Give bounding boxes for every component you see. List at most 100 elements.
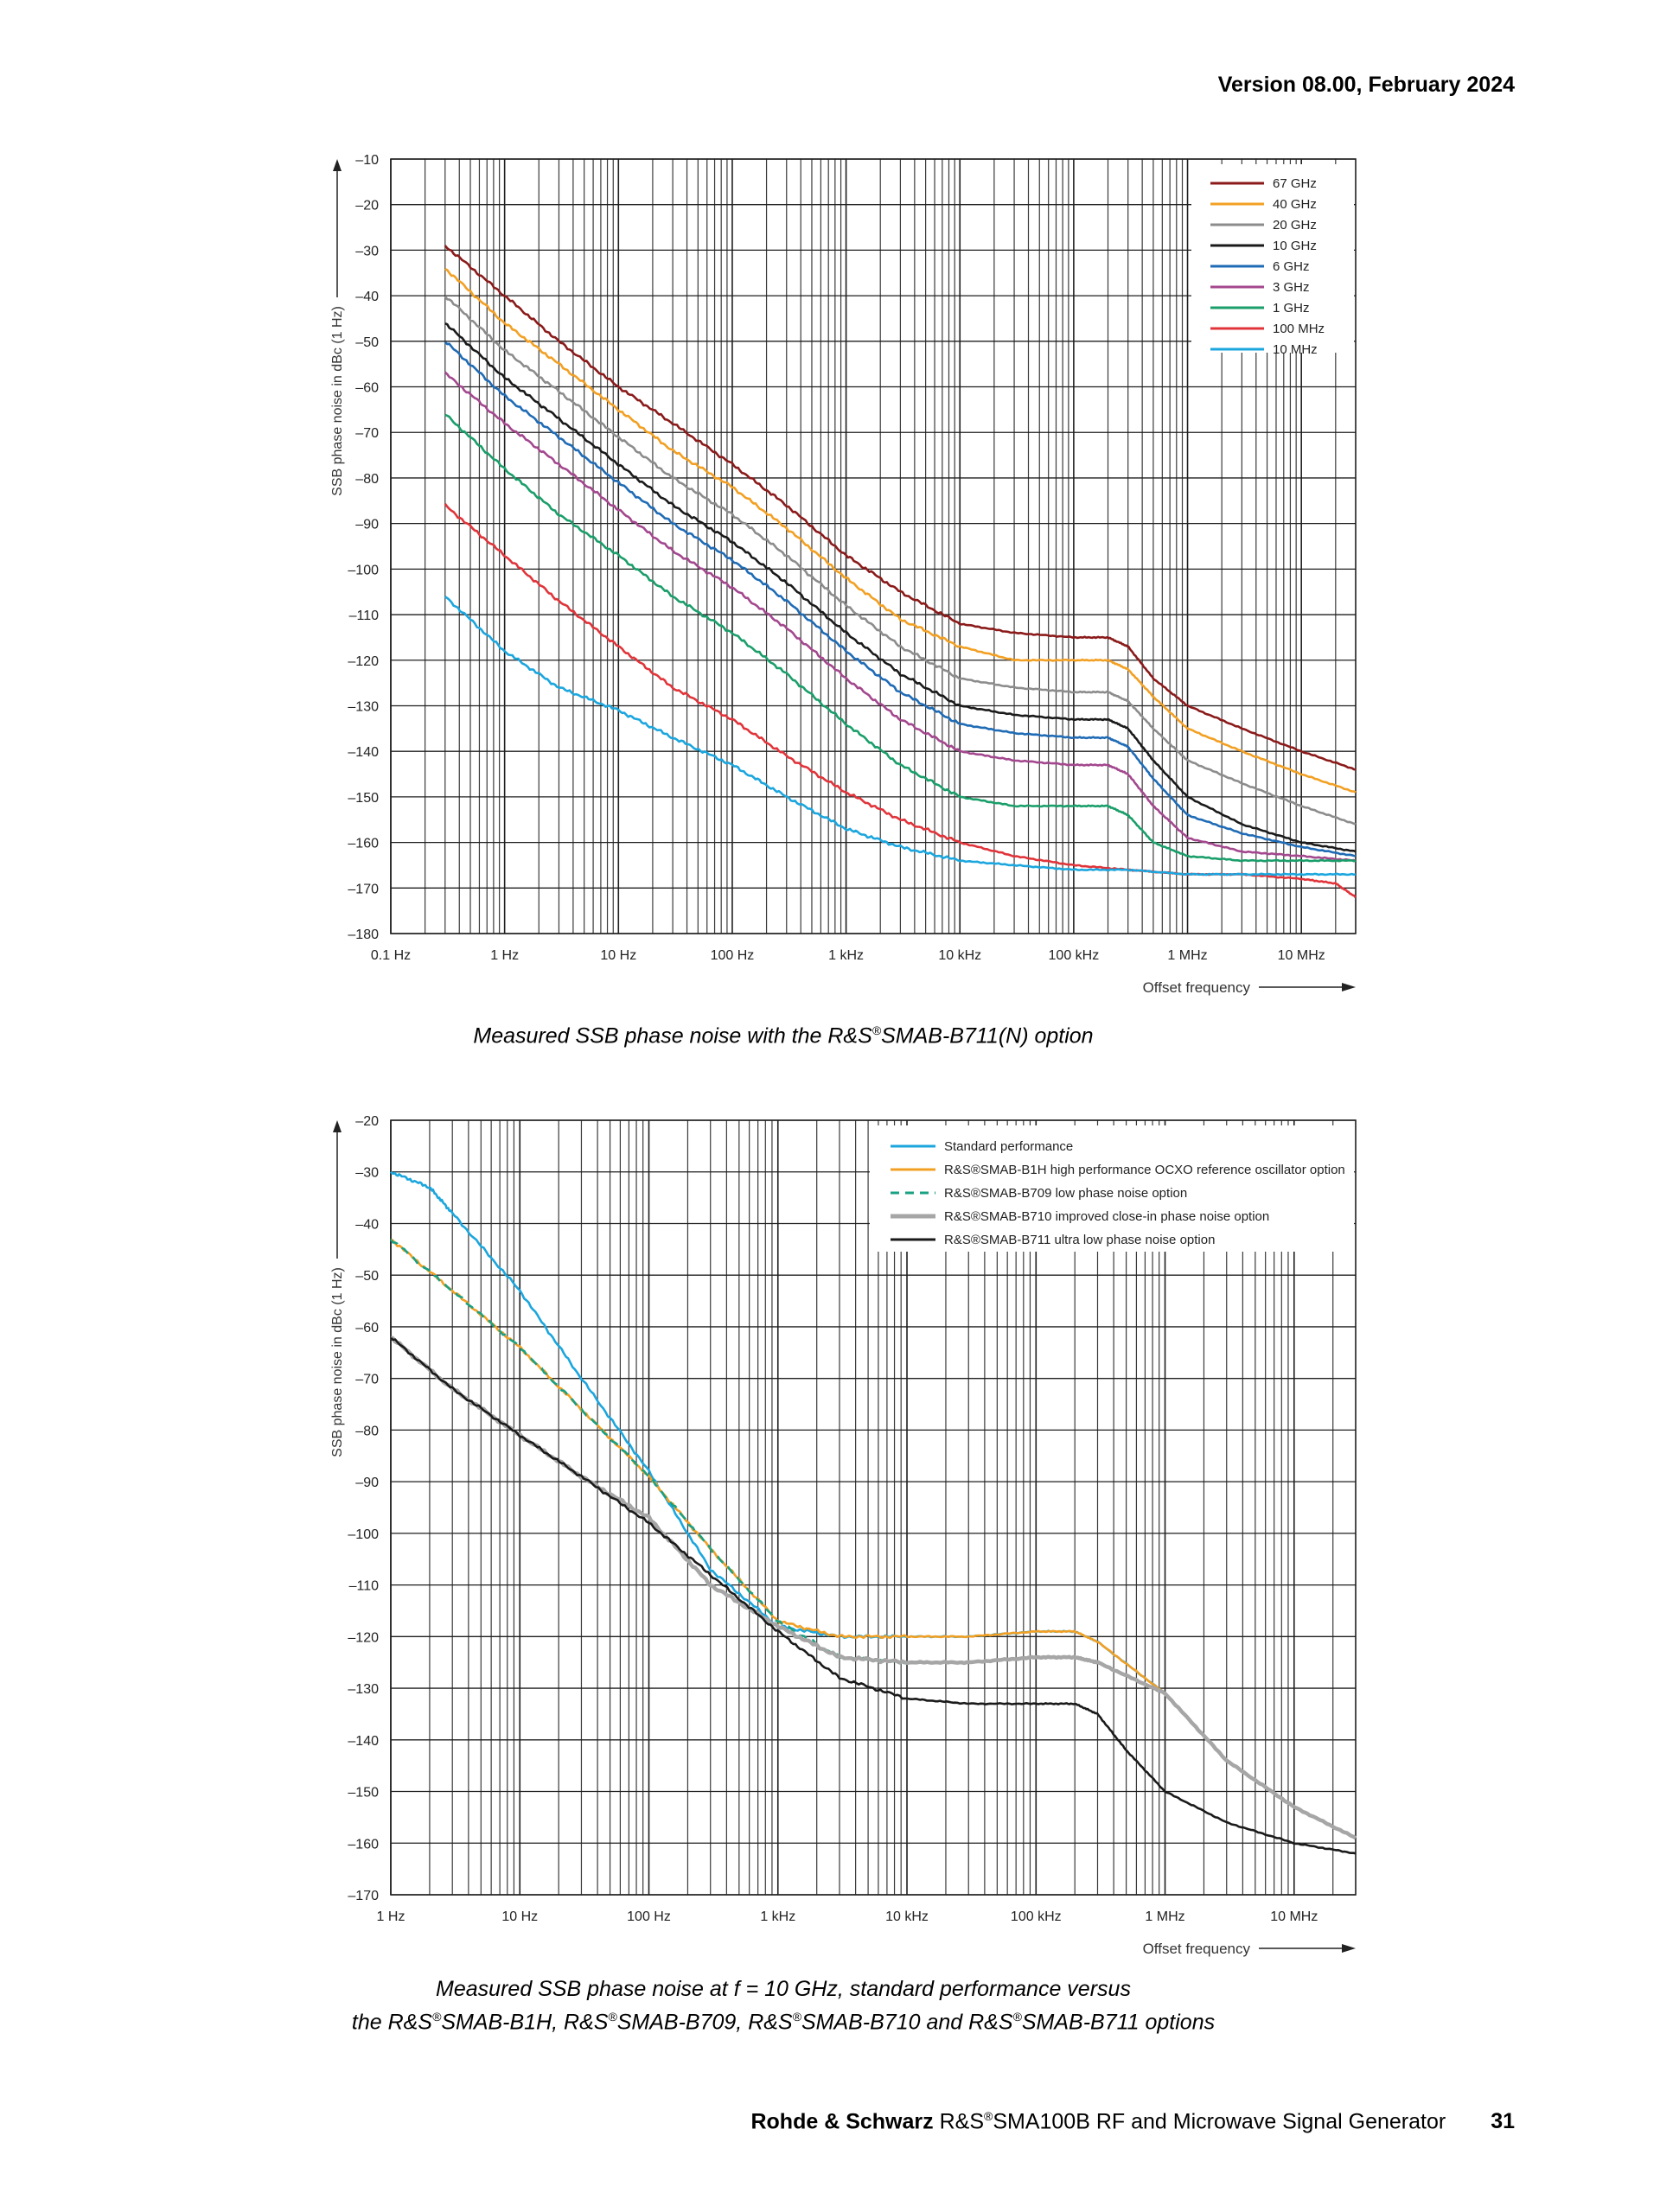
c1-ytick-label: –130 <box>348 699 379 714</box>
c1-xtick-label: 100 Hz <box>711 948 755 963</box>
c1-xtick-label: 10 kHz <box>938 948 981 963</box>
c2-ytick-label: –80 <box>355 1424 379 1438</box>
caption-1-reg: ® <box>872 1023 882 1037</box>
c2-ytick-label: –30 <box>355 1166 379 1181</box>
c1-ytick-label: –60 <box>355 381 379 396</box>
c2-legend-label: R&S®SMAB-B711 ultra low phase noise opti… <box>944 1233 1215 1247</box>
c1-xtick-label: 1 MHz <box>1167 948 1207 963</box>
c2-ytick-label: –40 <box>355 1217 379 1232</box>
page-number: 31 <box>1491 2109 1515 2134</box>
c2-series-line <box>390 1170 1357 1839</box>
c2-ytick-label: –150 <box>348 1786 379 1801</box>
c1-legend-label: 20 GHz <box>1273 218 1317 233</box>
c2-series-line <box>390 1238 1357 1839</box>
c1-ytick-label: –30 <box>355 244 379 258</box>
c2-legend-label: Standard performance <box>944 1139 1073 1154</box>
c1-legend-label: 100 MHz <box>1273 322 1325 336</box>
c2-xtick-label: 1 MHz <box>1145 1909 1184 1924</box>
c2-ytick-label: –140 <box>348 1734 379 1749</box>
caption-2-reg-3: ® <box>792 2010 801 2024</box>
c2-series-line <box>390 1336 1357 1855</box>
c2-ytick-label: –70 <box>355 1373 379 1387</box>
c2-ytick-label: –60 <box>355 1321 379 1335</box>
c1-series-line <box>444 371 1357 862</box>
caption-2-part-3: SMAB-B709, R&S <box>616 2010 793 2035</box>
c2-xtick-label: 10 MHz <box>1270 1909 1318 1924</box>
c1-series-line <box>444 413 1357 863</box>
c1-ytick-label: –120 <box>348 654 379 669</box>
c2-ytick-label: –160 <box>348 1837 379 1852</box>
c1-legend-box <box>1191 164 1354 353</box>
caption-2-part-2: SMAB-B1H, R&S <box>441 2010 609 2035</box>
c2-ytick-label: –110 <box>349 1579 380 1594</box>
c2-ylabel: SSB phase noise in dBc (1 Hz) <box>330 1267 345 1457</box>
c2-legend-label: R&S®SMAB-B710 improved close-in phase no… <box>944 1209 1269 1224</box>
c1-ytick-label: –10 <box>355 153 379 168</box>
c1-ytick-label: –140 <box>348 745 379 760</box>
c2-ytick-label: –100 <box>348 1527 379 1542</box>
c1-series-line <box>444 341 1357 857</box>
c1-plot-frame <box>390 158 1357 934</box>
c2-xtick-label: 10 Hz <box>501 1909 538 1924</box>
c1-xtick-label: 1 Hz <box>490 948 519 963</box>
c2-ytick-label: –90 <box>355 1476 379 1490</box>
c1-series-line <box>444 295 1357 826</box>
c1-legend-label: 10 MHz <box>1273 342 1318 357</box>
c2-plot-frame <box>390 1119 1357 1896</box>
c2-series-line <box>389 1239 1357 1839</box>
caption-1-post: SMAB-B711(N) option <box>881 1023 1094 1049</box>
chart-phase-noise-comparison: 1 Hz 10 Hz 100 Hz 1 kHz 10 kHz 100 kHz 1 MHz 10… <box>330 1114 1357 1957</box>
c2-ytick-label: –130 <box>348 1682 379 1697</box>
footer-reg: ® <box>984 2109 993 2123</box>
footer-brand: Rohde & Schwarz <box>750 2109 934 2134</box>
c1-series-line <box>444 245 1357 771</box>
chart-phase-noise-b711: 0.1 Hz 1 Hz 10 Hz 100 Hz 1 kHz 10 kHz 100 kHz 1… <box>330 153 1357 996</box>
c2-ytick-label: –20 <box>355 1114 379 1129</box>
c1-ytick-label: –20 <box>355 199 379 214</box>
c2-xlabel: Offset frequency <box>1143 1941 1251 1957</box>
c1-y-arrowhead <box>333 159 342 171</box>
c1-x-arrowhead <box>1342 983 1356 991</box>
c1-xtick-label: 10 MHz <box>1278 948 1325 963</box>
c2-legend-label: R&S®SMAB-B1H high performance OCXO refer… <box>944 1163 1345 1177</box>
c1-ytick-label: –50 <box>355 335 379 350</box>
caption-chart-1: Measured SSB phase noise with the R&S®SM… <box>0 1017 1613 1049</box>
c1-ytick-label: –90 <box>355 518 379 532</box>
caption-2-reg-1: ® <box>431 2010 442 2024</box>
caption-chart-2: Measured SSB phase noise at f = 10 GHz, … <box>0 1975 1613 2036</box>
version-label: Version 08.00, February 2024 <box>1217 73 1515 97</box>
c2-y-arrowhead <box>333 1120 342 1132</box>
c1-legend-label: 67 GHz <box>1273 176 1317 191</box>
c2-series-line <box>390 1335 1357 1840</box>
c1-xtick-label: 10 Hz <box>600 948 636 963</box>
caption-2-reg-4: ® <box>1012 2010 1022 2024</box>
caption-2-part-4: SMAB-B710 and R&S <box>801 2010 1013 2035</box>
c1-xtick-label: 1 kHz <box>828 948 864 963</box>
c1-ytick-label: –80 <box>355 472 379 487</box>
c2-xtick-label: 1 Hz <box>377 1909 405 1924</box>
c1-legend-label: 3 GHz <box>1273 280 1310 295</box>
c1-legend-label: 1 GHz <box>1273 301 1310 316</box>
footer-product: SMA100B RF and Microwave Signal Generato… <box>993 2109 1446 2134</box>
c1-ytick-label: –40 <box>355 290 379 304</box>
caption-2-part-1: the R&S <box>351 2010 432 2035</box>
caption-1-pre: Measured SSB phase noise with the R&S <box>473 1023 872 1049</box>
caption-2-line-2: the R&S®SMAB-B1H, R&S®SMAB-B709, R&S®SMA… <box>0 2003 1613 2036</box>
c1-ytick-label: –170 <box>348 882 379 896</box>
c2-legend-label: R&S®SMAB-B709 low phase noise option <box>944 1186 1187 1201</box>
c1-ytick-label: –150 <box>348 791 379 806</box>
c1-ylabel: SSB phase noise in dBc (1 Hz) <box>330 306 345 496</box>
c1-xlabel: Offset frequency <box>1143 979 1251 996</box>
c2-xtick-label: 100 Hz <box>627 1909 671 1924</box>
c1-legend-label: 6 GHz <box>1273 259 1310 274</box>
caption-2-reg-2: ® <box>608 2010 617 2024</box>
c1-xtick-label: 100 kHz <box>1049 948 1100 963</box>
c1-xtick-label: 0.1 Hz <box>371 948 411 963</box>
c1-ytick-label: –70 <box>355 426 379 441</box>
c1-ytick-label: –180 <box>348 928 379 942</box>
caption-2-line-1: Measured SSB phase noise at f = 10 GHz, … <box>436 1977 1131 2001</box>
c2-ytick-label: –120 <box>348 1630 379 1645</box>
page-footer: Rohde & Schwarz R&S®SMA100B RF and Micro… <box>750 2109 1515 2134</box>
c2-ytick-label: –50 <box>355 1269 379 1284</box>
c1-ytick-label: –100 <box>348 563 379 577</box>
